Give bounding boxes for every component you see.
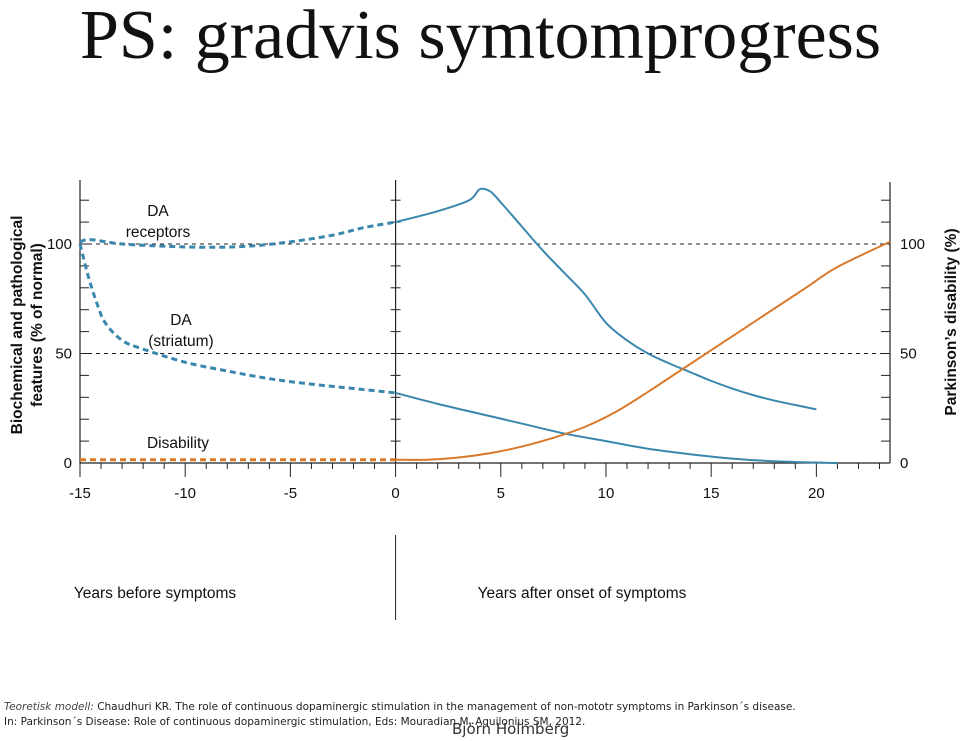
x-tick-label: 5 bbox=[497, 485, 505, 502]
series-da-receptors-solid bbox=[395, 187, 817, 411]
right-y-tick-label: 50 bbox=[900, 346, 917, 363]
left-y-tick-label: 100 bbox=[47, 236, 72, 253]
left-y-tick-label: 50 bbox=[55, 346, 72, 363]
slide-title: PS: gradvis symtomprogress bbox=[80, 0, 882, 74]
reference-line-1: Chaudhuri KR. The role of continuous dop… bbox=[93, 701, 796, 713]
left-axis-label-line-1: Biochemical and pathological bbox=[9, 216, 26, 435]
label-da-receptors: receptors bbox=[126, 224, 191, 241]
right-axis-label: Parkinson’s disability (%) bbox=[943, 228, 960, 415]
series-da-striatum-solid bbox=[395, 391, 838, 464]
right-y-tick-label: 0 bbox=[900, 455, 908, 472]
series-disability-solid bbox=[395, 240, 891, 461]
reference-citation: Teoretisk modell: Chaudhuri KR. The role… bbox=[4, 700, 796, 730]
reference-line-2: In: Parkinson´s Disease: Role of continu… bbox=[4, 716, 586, 728]
label-da-striatum: (striatum) bbox=[148, 333, 213, 350]
reference-lines bbox=[80, 243, 890, 354]
region-label-before: Years before symptoms bbox=[74, 585, 237, 602]
label-disability: Disability bbox=[147, 435, 209, 452]
axes bbox=[79, 180, 891, 620]
label-da-striatum: DA bbox=[170, 312, 192, 329]
series-da-striatum-dashed bbox=[78, 243, 396, 395]
model-label: Teoretisk modell: bbox=[4, 701, 94, 713]
series-lines bbox=[78, 187, 891, 464]
x-tick-label: -10 bbox=[174, 485, 196, 502]
label-da-receptors: DA bbox=[147, 203, 169, 220]
chart-texts: -15 -10 -5 0 5 10 15 20 0 50 100 0 50 100 DA receptors D… bbox=[9, 203, 960, 602]
x-tick-label: -5 bbox=[284, 485, 297, 502]
chart: -15 -10 -5 0 5 10 15 20 0 50 100 0 50 100 DA receptors D… bbox=[9, 180, 960, 620]
series-da-receptors-dashed bbox=[79, 220, 396, 249]
x-tick-label: 15 bbox=[703, 485, 720, 502]
x-tick-label: 20 bbox=[808, 485, 825, 502]
left-axis-label-line-2: features (% of normal) bbox=[29, 243, 46, 407]
x-tick-label: 10 bbox=[598, 485, 615, 502]
right-y-tick-label: 100 bbox=[900, 236, 925, 253]
x-tick-label: 0 bbox=[391, 485, 399, 502]
left-y-tick-label: 0 bbox=[64, 455, 72, 472]
x-tick-label: -15 bbox=[69, 485, 91, 502]
region-label-after: Years after onset of symptoms bbox=[478, 585, 687, 602]
author-name: Björn Holmberg bbox=[452, 720, 570, 738]
